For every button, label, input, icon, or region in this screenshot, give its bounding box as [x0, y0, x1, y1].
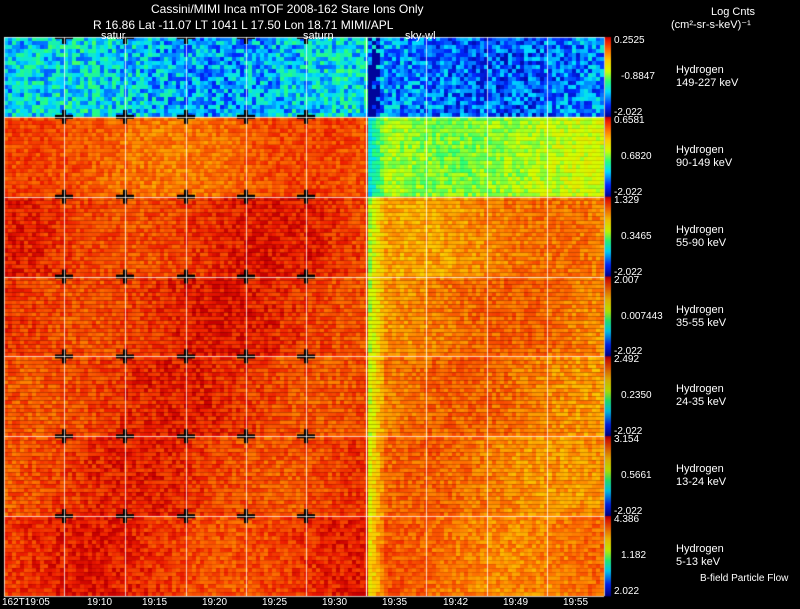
- x-tick-label: 19:42: [443, 597, 469, 608]
- x-tick-label: 19:49: [503, 597, 529, 608]
- colorbar-mid-label: 0.5661: [621, 470, 652, 482]
- panel-species-label: Hydrogen: [676, 143, 724, 156]
- colorbar-min-label: -2.022: [614, 426, 643, 438]
- colorbar-mid-label: 0.6820: [621, 150, 652, 162]
- x-tick-label: 19:10: [87, 597, 113, 608]
- colorbar-min-label: -2.022: [614, 106, 643, 118]
- footer-note: B-field Particle Flow: [700, 573, 789, 584]
- x-tick-label: 19:35: [382, 597, 408, 608]
- x-tick-label: 19:20: [202, 597, 228, 608]
- panel-species-label: Hydrogen: [676, 223, 724, 236]
- x-tick-label: 19:30: [322, 597, 348, 608]
- x-tick-label: 19:25: [262, 597, 288, 608]
- colorbar-min-label: -2.022: [614, 506, 643, 518]
- colorbar-mid-label: 0.2350: [621, 390, 652, 402]
- x-tick-label: 19:15: [142, 597, 168, 608]
- colorbar-max-label: 1.329: [614, 194, 640, 206]
- colorbar-max-label: 0.6581: [614, 114, 645, 126]
- colorbar-max-label: 2.492: [614, 354, 640, 366]
- marker-saturn: saturn: [303, 30, 334, 42]
- colorbar-min-label: -2.022: [614, 346, 643, 358]
- colorbar-min-label: -2.022: [614, 266, 643, 278]
- panel-species-label: Hydrogen: [676, 463, 724, 476]
- x-tick-label: 19:55: [563, 597, 589, 608]
- panel-species-label: Hydrogen: [676, 303, 724, 316]
- colorbar-units: (cm²-sr-s-keV)⁻¹: [671, 19, 751, 31]
- colorbar-title: Log Cnts: [711, 6, 756, 18]
- marker-satur: satur: [101, 30, 126, 42]
- orbit-info: R 16.86 Lat -11.07 LT 1041 L 17.50 Lon 1…: [93, 18, 394, 32]
- panel-energy-label: 149-227 keV: [676, 76, 739, 89]
- panel-energy-label: 5-13 keV: [676, 556, 721, 569]
- panel-species-label: Hydrogen: [676, 543, 724, 556]
- colorbar-max-label: 0.2525: [614, 35, 645, 46]
- colorbar-mid-label: 1.182: [621, 550, 647, 562]
- panel-energy-label: 55-90 keV: [676, 236, 727, 249]
- x-tick-label: 162T19:05: [2, 597, 50, 608]
- marker-sky: sky-wl: [405, 30, 436, 42]
- panel-species-label: Hydrogen: [676, 63, 724, 76]
- panel-energy-label: 90-149 keV: [676, 156, 733, 169]
- colorbar-mid-label: -0.8847: [621, 70, 655, 82]
- colorbar-mid-label: 0.007443: [621, 310, 663, 322]
- panel-energy-label: 13-24 keV: [676, 476, 727, 489]
- colorbar-max-label: 4.386: [614, 514, 640, 526]
- panel-energy-label: 24-35 keV: [676, 396, 727, 409]
- colorbar-min-label: 2.022: [614, 586, 640, 597]
- panel-energy-label: 35-55 keV: [676, 316, 727, 329]
- colorbar-mid-label: 0.3465: [621, 230, 652, 242]
- colorbar-max-label: 3.154: [614, 434, 640, 446]
- colorbar-min-label: -2.022: [614, 186, 643, 198]
- chart-title: Cassini/MIMI Inca mTOF 2008-162 Stare Io…: [151, 2, 424, 16]
- colorbar-max-label: 2.007: [614, 274, 640, 286]
- panel-species-label: Hydrogen: [676, 383, 724, 396]
